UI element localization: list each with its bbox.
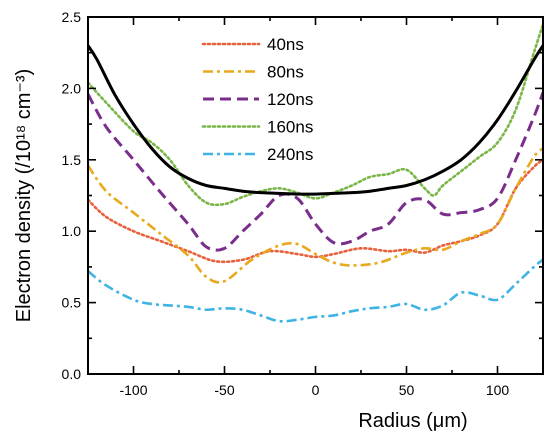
y-tick-label: 1.5 [62, 152, 82, 168]
legend-item: 80ns [203, 63, 304, 82]
legend-label: 40ns [267, 35, 304, 54]
legend: 40ns 80ns 120ns 160ns 240ns [201, 35, 313, 164]
legend-label: 80ns [267, 63, 304, 82]
legend-label: 120ns [267, 90, 313, 109]
y-tick-label: 0.0 [62, 366, 82, 382]
x-axis-label: Radius (μm) [358, 410, 467, 432]
legend-label: 160ns [267, 118, 313, 137]
series-group [88, 22, 543, 323]
legend-item: 160ns [201, 118, 313, 137]
x-tick-label: 0 [312, 382, 320, 398]
y-tick-label: 2.5 [62, 9, 82, 25]
y-tick-label: 2.0 [62, 80, 82, 96]
series-line-160ns [88, 22, 543, 207]
legend-item: 240ns [203, 145, 313, 164]
x-tick-label: 100 [486, 382, 510, 398]
axis-ticks [87, 16, 544, 375]
series-line-120ns [88, 92, 543, 252]
series-line-solid-reference [88, 44, 543, 196]
y-axis-label: Electron density (/10¹⁸ cm⁻³) [13, 69, 35, 323]
series-line-80ns [88, 147, 543, 284]
legend-item: 40ns [201, 35, 304, 54]
legend-item: 120ns [203, 90, 313, 109]
y-tick-label: 0.5 [62, 295, 82, 311]
x-tick-label: -50 [214, 382, 234, 398]
y-tick-label: 1.0 [62, 223, 82, 239]
x-tick-label: -100 [119, 382, 147, 398]
series-line-240ns [88, 258, 543, 323]
axis-tick-labels: -100 -50 0 50 100 0.0 0.5 1.0 1.5 2.0 2.5 [62, 9, 510, 398]
x-tick-label: 50 [399, 382, 415, 398]
legend-label: 240ns [267, 145, 313, 164]
